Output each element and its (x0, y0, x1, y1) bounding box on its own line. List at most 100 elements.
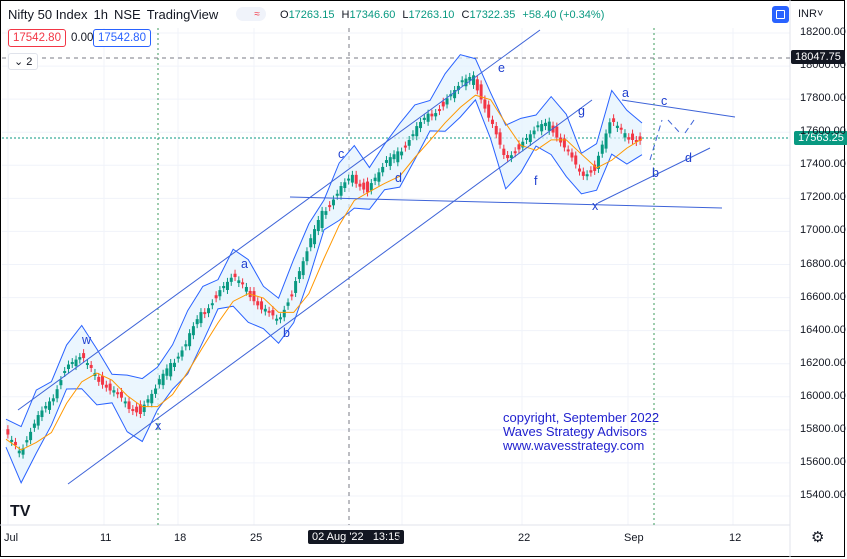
candle-body (63, 371, 67, 374)
candle-body (638, 136, 642, 141)
candle-body (146, 399, 150, 403)
candle-body (487, 104, 491, 118)
wave-icon: ≈ (254, 8, 260, 20)
symbol-header[interactable]: Nifty 50 Index 1h NSE TradingView (8, 7, 218, 22)
candle-body (260, 301, 264, 310)
candle-body (154, 388, 158, 394)
candle-body (252, 291, 256, 302)
wave-label: c (661, 94, 668, 109)
candle-body (135, 406, 139, 413)
candle-body (600, 144, 604, 154)
trend-line (289, 196, 723, 209)
candle-body (180, 350, 184, 357)
candle-body (6, 429, 10, 435)
wave-label: x (155, 418, 162, 433)
candle-body (593, 164, 597, 171)
candle-body (328, 205, 332, 208)
candle-body (543, 122, 547, 127)
high-value: 17346.60 (349, 9, 396, 21)
candle-body (51, 398, 55, 402)
symbol-name[interactable]: Nifty 50 Index (8, 7, 88, 22)
candle-body (316, 219, 320, 232)
candle-body (369, 183, 373, 191)
candle-body (78, 357, 82, 360)
candle-body (377, 172, 381, 182)
candle-body (604, 133, 608, 149)
candle-body (441, 101, 445, 107)
candle-body (150, 393, 154, 404)
candle-body (585, 174, 589, 177)
candle-body (74, 359, 78, 367)
candle-body (555, 126, 559, 138)
candle-body (294, 281, 298, 293)
trend-lines[interactable] (17, 29, 736, 485)
candle-body (161, 373, 165, 386)
buy-button[interactable]: 17542.80 (93, 29, 151, 47)
candle-body (358, 183, 362, 187)
candle-body (400, 151, 404, 156)
wave-label: e (498, 61, 505, 76)
wave-label: d (685, 150, 692, 165)
price-tick-label: 17400.00 (800, 158, 846, 171)
tradingview-logo-icon[interactable]: TV (10, 503, 31, 520)
wave-label: a (622, 86, 629, 101)
candle-body (578, 168, 582, 172)
currency-selector[interactable]: INR˅ (798, 8, 824, 20)
candle-body (85, 363, 89, 366)
copyright-line-2: Waves Strategy Advisors (503, 424, 648, 439)
candle-body (498, 132, 502, 145)
data-source: TradingView (146, 7, 219, 22)
expand-square-icon[interactable] (772, 6, 789, 23)
candle-body (203, 312, 207, 315)
bollinger-upper-line (5, 54, 643, 428)
candle-body (188, 333, 192, 347)
candle-body (502, 148, 506, 156)
candle-body (456, 85, 460, 91)
candle-body (256, 301, 260, 306)
candle-body (623, 133, 627, 138)
candle-body (547, 121, 551, 131)
sell-button[interactable]: 17542.80 (8, 29, 66, 47)
indicator-collapse[interactable]: ⌄ 2 (8, 53, 39, 70)
candle-body (453, 90, 457, 99)
market-status-toggle[interactable]: ≈ (236, 7, 266, 21)
price-tick-label: 15600.00 (800, 455, 846, 468)
candle-body (104, 384, 108, 388)
candle-body (21, 448, 25, 455)
time-tick-label: Sep (624, 532, 644, 544)
grid (2, 28, 790, 525)
chart-interval[interactable]: 1h (93, 7, 108, 22)
candle-body (97, 376, 101, 382)
candle-body (282, 309, 286, 318)
candle-body (392, 154, 396, 160)
exchange-name: NSE (113, 7, 141, 22)
candles (6, 71, 642, 459)
candle-body (309, 238, 313, 248)
candle-body (123, 401, 127, 404)
copyright-line-1: copyright, September 2022 (503, 410, 660, 425)
candle-body (570, 152, 574, 158)
candle-body (36, 415, 40, 426)
candle-body (25, 440, 29, 443)
candle-body (411, 134, 415, 137)
wave-label: b (283, 325, 290, 340)
candle-body (157, 379, 161, 385)
candle-body (267, 310, 271, 313)
candle-body (483, 99, 487, 109)
gear-icon[interactable]: ⚙ (811, 529, 825, 546)
candle-body (108, 383, 112, 391)
change-value: +58.40 (+0.34%) (522, 9, 605, 21)
bollinger-lower-line (5, 98, 643, 484)
trend-line (67, 99, 593, 485)
wave-label: b (652, 165, 659, 180)
candle-body (426, 113, 430, 122)
candle-body (229, 277, 233, 282)
candle-body (615, 125, 619, 129)
candle-body (384, 160, 388, 163)
candle-body (320, 210, 324, 228)
candle-body (290, 294, 294, 297)
candle-body (331, 199, 335, 206)
candle-body (350, 174, 354, 183)
candle-body (101, 375, 105, 385)
